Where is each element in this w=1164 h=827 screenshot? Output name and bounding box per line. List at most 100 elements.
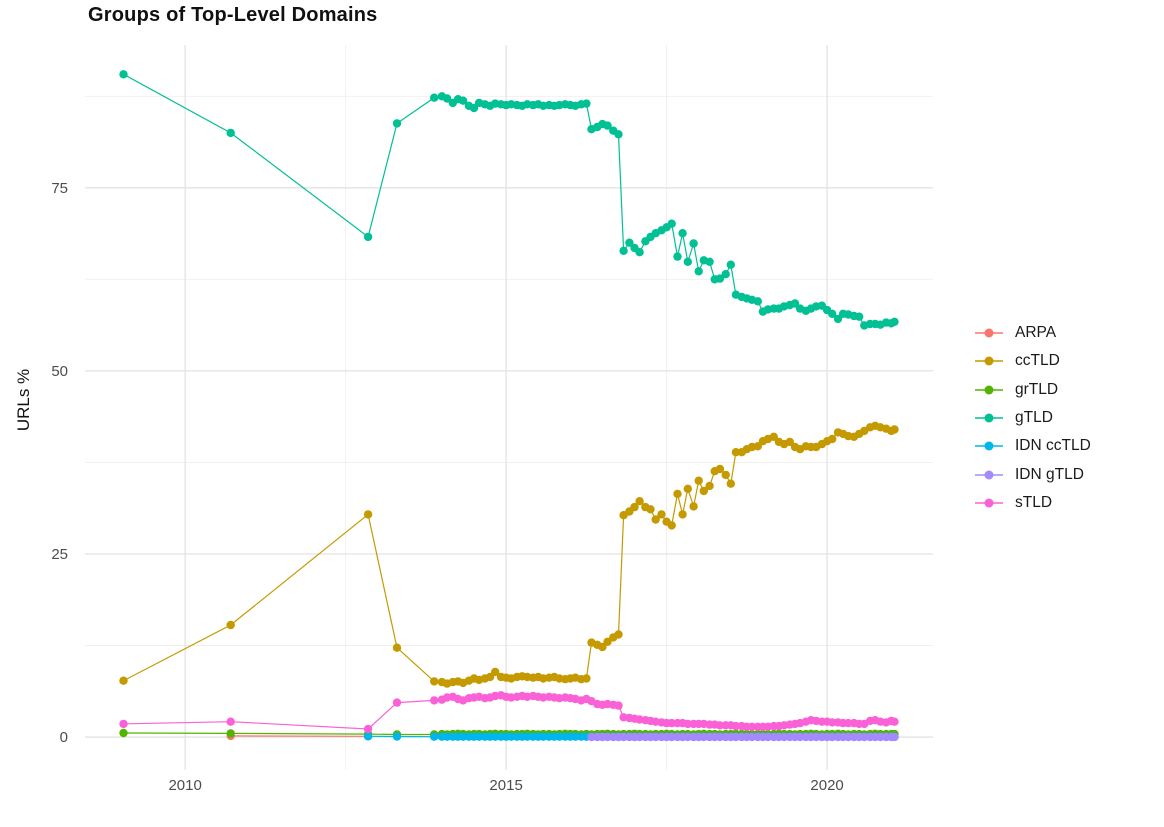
data-point: [635, 497, 644, 506]
data-point: [582, 674, 591, 683]
data-point: [226, 729, 235, 738]
data-point: [119, 728, 128, 738]
legend-item-cctld: ccTLD: [974, 347, 1091, 375]
legend-key-icon: [975, 385, 1003, 395]
data-point: [485, 672, 495, 682]
data-point: [683, 732, 692, 742]
data-point: [753, 442, 762, 451]
data-point: [458, 96, 468, 105]
data-point: [646, 505, 655, 514]
legend-key-icon: [975, 413, 1003, 423]
data-point: [363, 724, 373, 734]
data-point: [763, 732, 773, 742]
legend-key-icon: [975, 328, 1003, 338]
data-point: [715, 464, 725, 474]
legend-key-icon: [975, 441, 1003, 451]
legend-item-idn-cctld: IDN ccTLD: [974, 432, 1091, 460]
data-point: [392, 119, 402, 128]
data-point: [598, 642, 607, 652]
data-point: [119, 719, 128, 729]
legend-key-icon: [975, 356, 1003, 366]
data-point: [715, 274, 725, 283]
data-point: [731, 732, 741, 742]
data-point: [689, 502, 698, 511]
data-point: [603, 732, 612, 742]
data-point: [860, 732, 869, 742]
series-stld: [119, 691, 899, 734]
data-point: [635, 248, 644, 257]
data-point: [890, 717, 899, 726]
data-point: [890, 732, 899, 742]
data-point: [769, 432, 778, 441]
data-point: [694, 267, 703, 276]
data-point: [678, 510, 687, 519]
data-point: [678, 229, 687, 238]
data-point: [667, 219, 676, 228]
data-point: [555, 732, 564, 741]
data-point: [855, 312, 864, 321]
data-point: [363, 732, 373, 741]
data-point: [726, 479, 735, 488]
data-point: [657, 510, 666, 519]
data-point: [363, 510, 373, 519]
data-point: [890, 317, 899, 326]
x-tick-label: 2015: [489, 777, 522, 794]
x-tick-label: 2020: [810, 777, 843, 794]
data-point: [651, 515, 660, 524]
data-point: [795, 732, 805, 742]
data-point: [603, 121, 612, 130]
legend-item-idn-gtld: IDN gTLD: [974, 460, 1091, 488]
data-point: [614, 130, 623, 139]
data-point: [683, 257, 692, 266]
data-point: [392, 732, 402, 741]
data-point: [614, 630, 623, 639]
data-point: [699, 732, 708, 742]
data-point: [635, 732, 644, 742]
data-point: [667, 718, 676, 728]
data-point: [582, 99, 591, 108]
data-point: [747, 732, 757, 742]
series-cctld: [119, 421, 899, 688]
data-point: [430, 732, 439, 741]
legend-label: ccTLD: [1015, 352, 1060, 370]
series-idn-gtld: [587, 732, 899, 742]
data-point: [747, 722, 757, 731]
data-point: [523, 732, 532, 741]
data-point: [726, 260, 735, 269]
legend-item-stld: sTLD: [974, 489, 1091, 517]
data-point: [469, 103, 479, 113]
legend-key-icon: [975, 470, 1003, 480]
data-point: [689, 239, 698, 248]
series-gtld: [119, 70, 899, 330]
data-point: [458, 732, 468, 741]
data-point: [699, 486, 708, 496]
legend-label: IDN ccTLD: [1015, 437, 1091, 455]
data-point: [507, 732, 516, 741]
data-point: [890, 425, 899, 434]
data-point: [715, 732, 725, 742]
data-point: [667, 732, 676, 742]
data-point: [226, 620, 235, 630]
data-point: [392, 643, 402, 652]
data-point: [619, 732, 628, 742]
data-point: [731, 721, 741, 731]
data-point: [828, 309, 837, 318]
data-point: [731, 448, 741, 457]
y-tick-label: 0: [60, 729, 68, 746]
grid-minor: [85, 45, 933, 770]
y-tick-label: 75: [51, 180, 68, 197]
x-tick-label: 2010: [168, 777, 201, 794]
data-point: [833, 314, 843, 324]
data-point: [705, 481, 714, 491]
chart-title: Groups of Top-Level Domains: [88, 4, 378, 26]
legend-label: IDN gTLD: [1015, 465, 1084, 483]
legend-key-icon: [975, 498, 1003, 508]
data-point: [603, 637, 612, 646]
data-point: [651, 732, 660, 742]
grid-major: [85, 45, 933, 770]
data-point: [625, 238, 634, 247]
data-point: [630, 502, 639, 512]
legend-item-arpa: ARPA: [974, 319, 1091, 347]
